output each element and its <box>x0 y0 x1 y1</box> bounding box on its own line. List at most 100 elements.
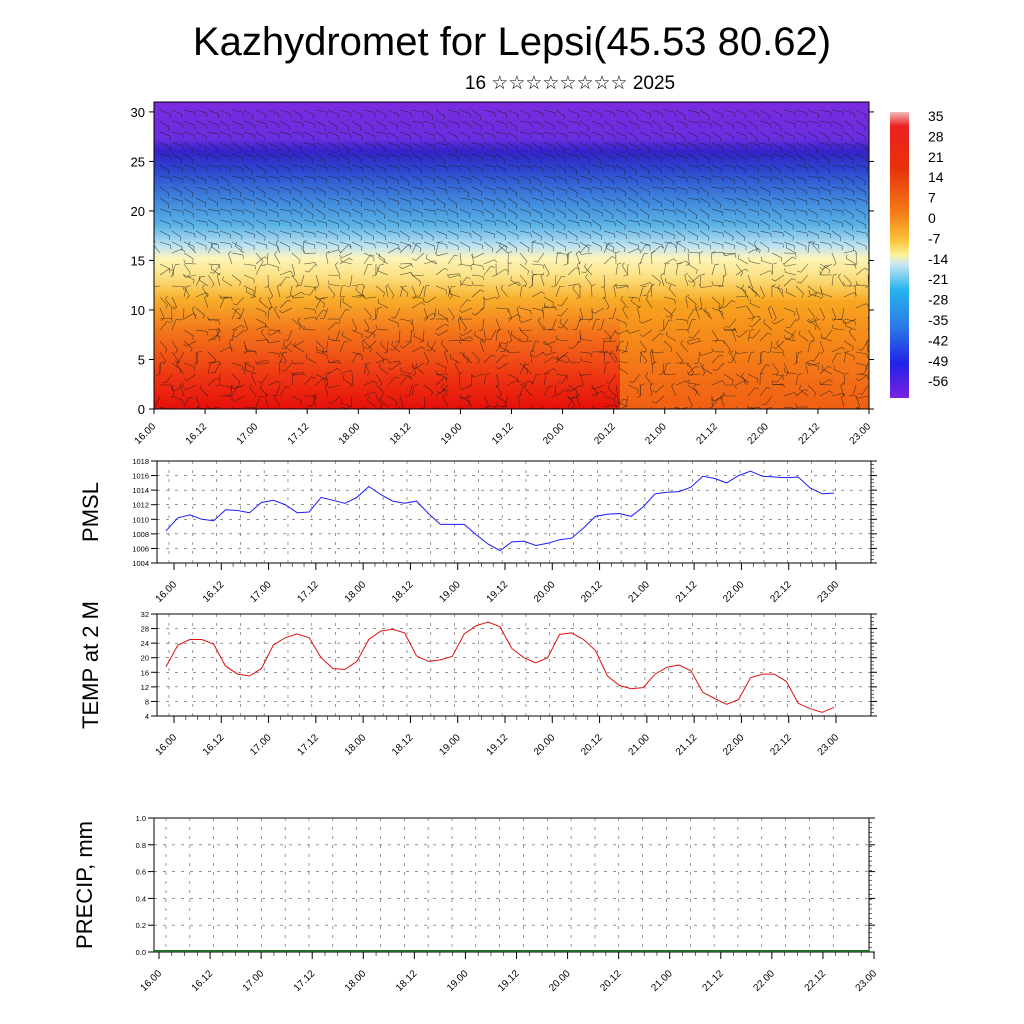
wind-barb-flag <box>470 266 472 271</box>
wind-barb <box>531 341 536 353</box>
wind-barb <box>711 131 722 139</box>
wind-barb <box>723 340 731 351</box>
wind-barb-flag <box>864 267 869 271</box>
wind-barb <box>250 374 257 386</box>
wind-barb <box>819 164 830 171</box>
wind-barb-flag <box>854 320 856 326</box>
wind-barb <box>274 254 281 265</box>
wind-barb <box>363 391 375 397</box>
wind-barb <box>795 388 805 397</box>
wind-barb-flag <box>445 323 449 327</box>
wind-barb <box>711 340 723 342</box>
wind-barb <box>379 367 389 375</box>
wind-barb-flag <box>831 324 834 329</box>
wind-barb-flag <box>551 395 556 398</box>
wind-barb <box>591 131 603 137</box>
wind-barb-flag <box>516 214 518 219</box>
wind-barb <box>843 241 854 248</box>
wind-barb <box>351 219 363 225</box>
wind-barb-flag <box>650 382 654 386</box>
colorbar-label: 0 <box>928 210 936 226</box>
precip-panel: 0.00.20.40.60.81.016.00 16.12 17.00 17.12 18… <box>72 814 879 994</box>
wind-barb-flag <box>768 115 770 120</box>
wind-barb <box>675 328 687 331</box>
wind-barb-flag <box>290 294 294 299</box>
wind-barb <box>395 307 401 319</box>
wind-barb-flag <box>455 204 458 209</box>
wind-barb <box>579 307 584 319</box>
wind-barb <box>855 153 867 159</box>
wind-barb-flag <box>795 403 798 408</box>
wind-barb <box>507 314 519 320</box>
wind-barb-flag <box>660 203 662 208</box>
wind-barb <box>291 219 303 226</box>
wind-barb-flag <box>770 233 772 238</box>
wind-barb <box>367 399 377 408</box>
wind-barb <box>831 230 842 238</box>
wind-barb <box>771 164 782 172</box>
wind-barb-flag <box>370 254 375 256</box>
wind-barb-flag <box>383 292 385 297</box>
wind-barb-flag <box>609 337 612 342</box>
wind-barb <box>671 385 677 397</box>
wind-barb <box>214 362 221 373</box>
wind-barb <box>255 307 267 313</box>
wind-barb <box>327 197 339 202</box>
wind-barb-flag <box>480 236 482 241</box>
wind-barb-flag <box>600 413 601 417</box>
wind-barb <box>555 164 566 171</box>
wind-barb <box>315 175 327 180</box>
wind-barb-flag <box>414 384 419 386</box>
wind-barb-flag <box>389 349 394 351</box>
wind-barb-flag <box>458 112 460 117</box>
wind-barb <box>521 329 533 331</box>
wind-barb <box>833 369 845 375</box>
wind-barb-flag <box>179 318 184 321</box>
wind-barb <box>687 120 699 124</box>
wind-barb-flag <box>410 263 413 268</box>
wind-barb <box>555 197 566 204</box>
wind-barb <box>413 274 425 277</box>
wind-barb <box>783 153 795 158</box>
wind-barb <box>519 197 530 204</box>
wind-barb-flag <box>357 353 362 355</box>
wind-barb <box>495 153 506 161</box>
x-tick-label: 21.00 <box>627 732 653 758</box>
wind-barb <box>495 219 507 224</box>
wind-barb-flag <box>575 391 578 396</box>
wind-barb <box>270 329 281 336</box>
wind-barb-flag <box>718 397 723 400</box>
wind-barb <box>483 164 495 168</box>
wind-barb-flag <box>866 167 868 172</box>
wind-barb <box>543 197 555 202</box>
wind-barb <box>747 230 759 234</box>
wind-barb-flag <box>578 243 580 249</box>
wind-barb-flag <box>818 177 820 182</box>
wind-barb <box>375 175 387 181</box>
wind-barb <box>867 153 869 155</box>
wind-barb <box>471 175 482 182</box>
wind-barb-flag <box>723 392 726 396</box>
wind-barb <box>459 241 470 248</box>
wind-barb-flag <box>230 222 232 227</box>
wind-barb-flag <box>300 203 302 208</box>
wind-barb <box>171 197 183 202</box>
wind-barb <box>662 318 665 330</box>
wind-barb <box>663 164 675 170</box>
wind-barb <box>789 318 797 329</box>
wind-barb <box>555 219 566 227</box>
wind-barb <box>776 373 785 383</box>
wind-barb-flag <box>794 392 798 396</box>
wind-barb <box>687 319 693 331</box>
wind-barb <box>711 329 719 340</box>
wind-barb-flag <box>585 273 588 278</box>
wind-barb <box>770 340 773 352</box>
wind-barb <box>627 208 638 215</box>
wind-barb <box>231 197 243 201</box>
wind-barb-flag <box>770 177 772 182</box>
wind-barb-flag <box>516 137 518 142</box>
wind-barb-flag <box>566 375 568 380</box>
wind-barb-flag <box>289 418 293 420</box>
wind-barb <box>399 109 411 113</box>
page-title: Kazhydromet for Lepsi(45.53 80.62) <box>192 20 832 64</box>
